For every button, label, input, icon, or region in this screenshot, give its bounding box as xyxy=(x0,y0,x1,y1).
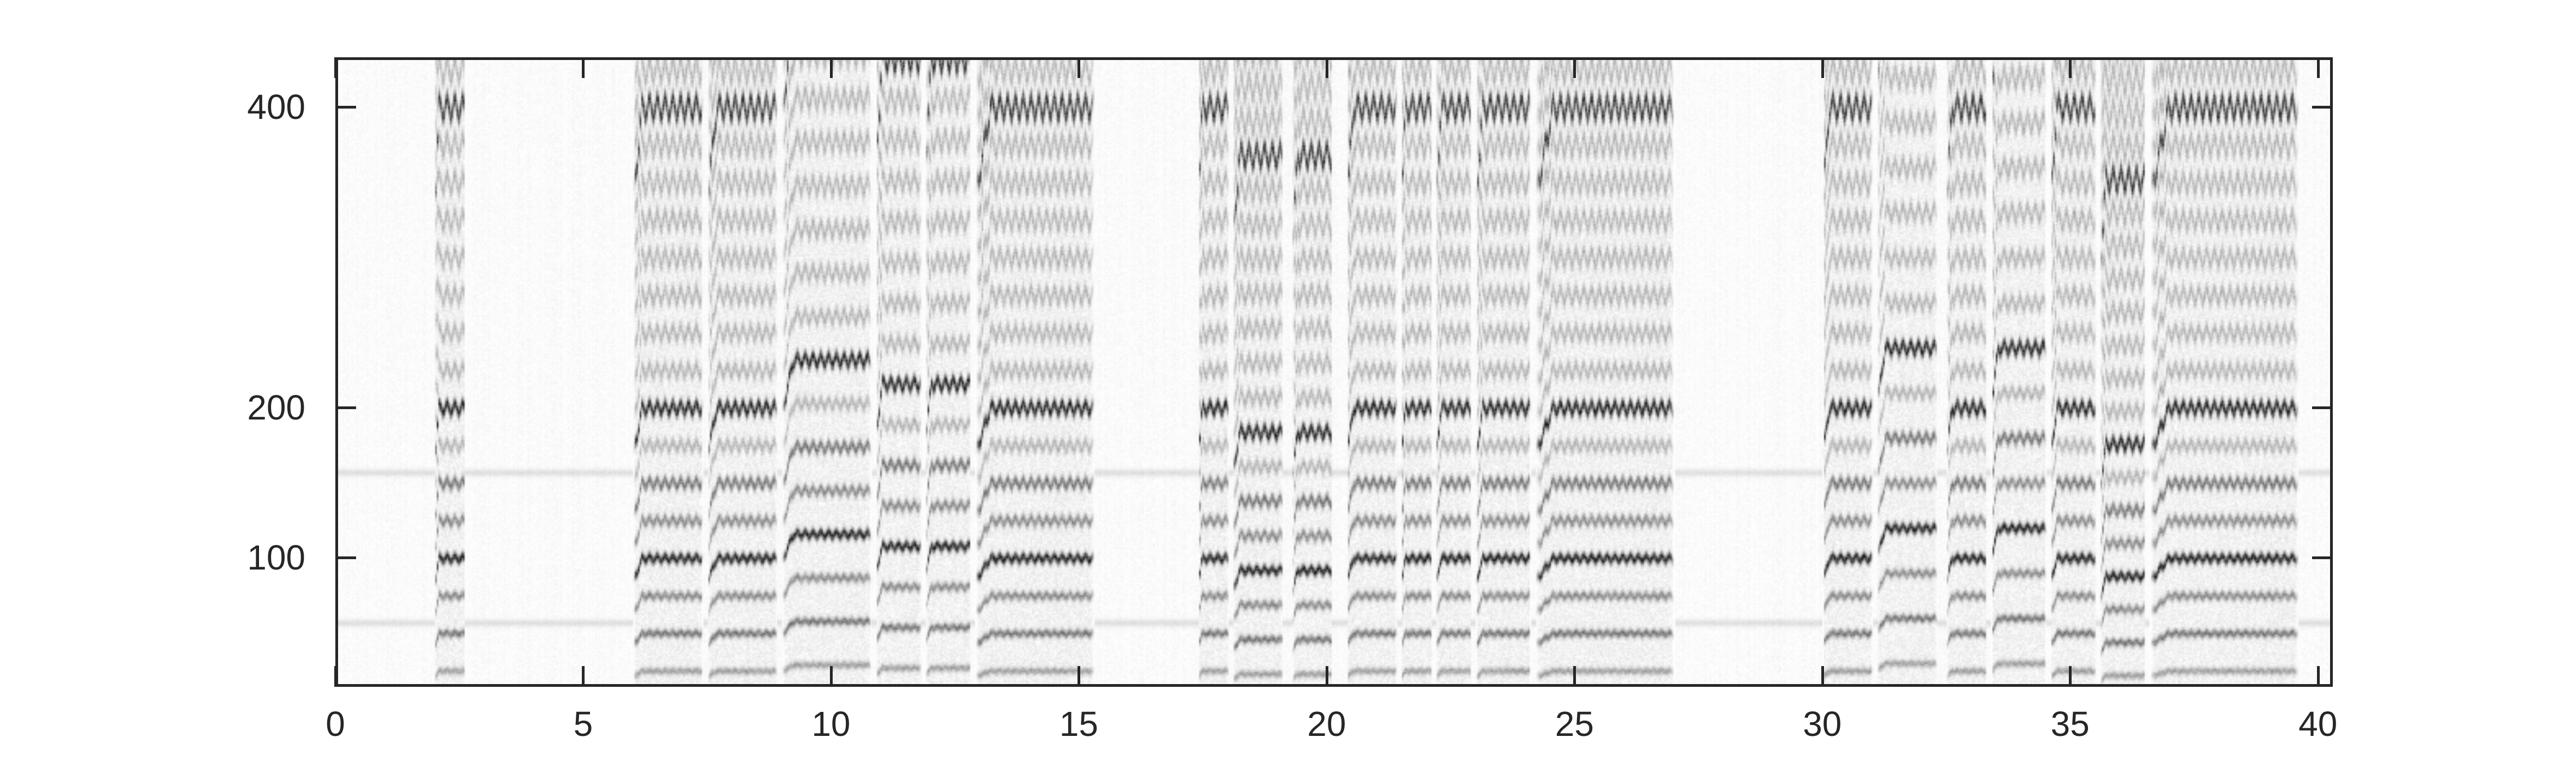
x-tick-top xyxy=(1821,57,1824,78)
x-tick-top xyxy=(1078,57,1081,78)
x-tick xyxy=(2069,666,2072,687)
x-tick-label: 30 xyxy=(1803,704,1842,744)
y-tick-label: 400 xyxy=(247,87,305,127)
y-tick-label: 100 xyxy=(247,538,305,578)
x-tick-label: 0 xyxy=(326,704,345,744)
x-tick-label: 35 xyxy=(2050,704,2090,744)
x-tick xyxy=(829,666,833,687)
x-tick-top xyxy=(1325,57,1328,78)
spectrogram-plot xyxy=(335,57,2333,687)
x-tick-label: 20 xyxy=(1307,704,1346,744)
x-tick-top xyxy=(1573,57,1576,78)
y-tick xyxy=(335,406,356,409)
x-tick xyxy=(1821,666,1824,687)
x-tick-top xyxy=(334,57,337,78)
x-tick-label: 40 xyxy=(2298,704,2338,744)
x-tick xyxy=(582,666,585,687)
y-tick-right xyxy=(2312,406,2333,409)
x-tick-label: 25 xyxy=(1555,704,1594,744)
x-tick-label: 5 xyxy=(573,704,593,744)
y-tick xyxy=(335,556,356,560)
spectrogram-heatmap xyxy=(335,57,2333,687)
x-tick-top xyxy=(829,57,833,78)
x-tick xyxy=(334,666,337,687)
x-tick xyxy=(2316,666,2320,687)
x-tick xyxy=(1078,666,1081,687)
x-tick-label: 10 xyxy=(811,704,851,744)
x-tick xyxy=(1573,666,1576,687)
y-tick-label: 200 xyxy=(247,387,305,427)
y-tick xyxy=(335,105,356,109)
y-tick-right xyxy=(2312,556,2333,560)
x-tick xyxy=(1325,666,1328,687)
x-tick-top xyxy=(2316,57,2320,78)
y-tick-right xyxy=(2312,105,2333,109)
x-tick-label: 15 xyxy=(1059,704,1098,744)
x-tick-top xyxy=(582,57,585,78)
axes-frame xyxy=(335,57,2333,687)
x-tick-top xyxy=(2069,57,2072,78)
